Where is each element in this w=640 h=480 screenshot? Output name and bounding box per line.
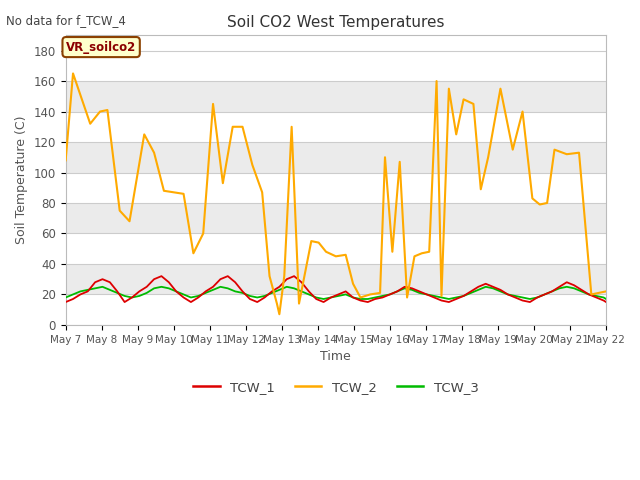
- Title: Soil CO2 West Temperatures: Soil CO2 West Temperatures: [227, 15, 445, 30]
- X-axis label: Time: Time: [321, 350, 351, 363]
- Text: VR_soilco2: VR_soilco2: [66, 41, 136, 54]
- Bar: [66, 264, 606, 294]
- Bar: [66, 172, 606, 203]
- Text: No data for f_TCW_4: No data for f_TCW_4: [6, 14, 126, 27]
- Bar: [66, 50, 606, 81]
- Bar: [66, 233, 606, 264]
- Bar: [66, 142, 606, 172]
- Bar: [66, 111, 606, 142]
- Bar: [66, 81, 606, 111]
- Y-axis label: Soil Temperature (C): Soil Temperature (C): [15, 116, 28, 244]
- Bar: [66, 203, 606, 233]
- Legend: TCW_1, TCW_2, TCW_3: TCW_1, TCW_2, TCW_3: [188, 376, 484, 399]
- Bar: [66, 294, 606, 325]
